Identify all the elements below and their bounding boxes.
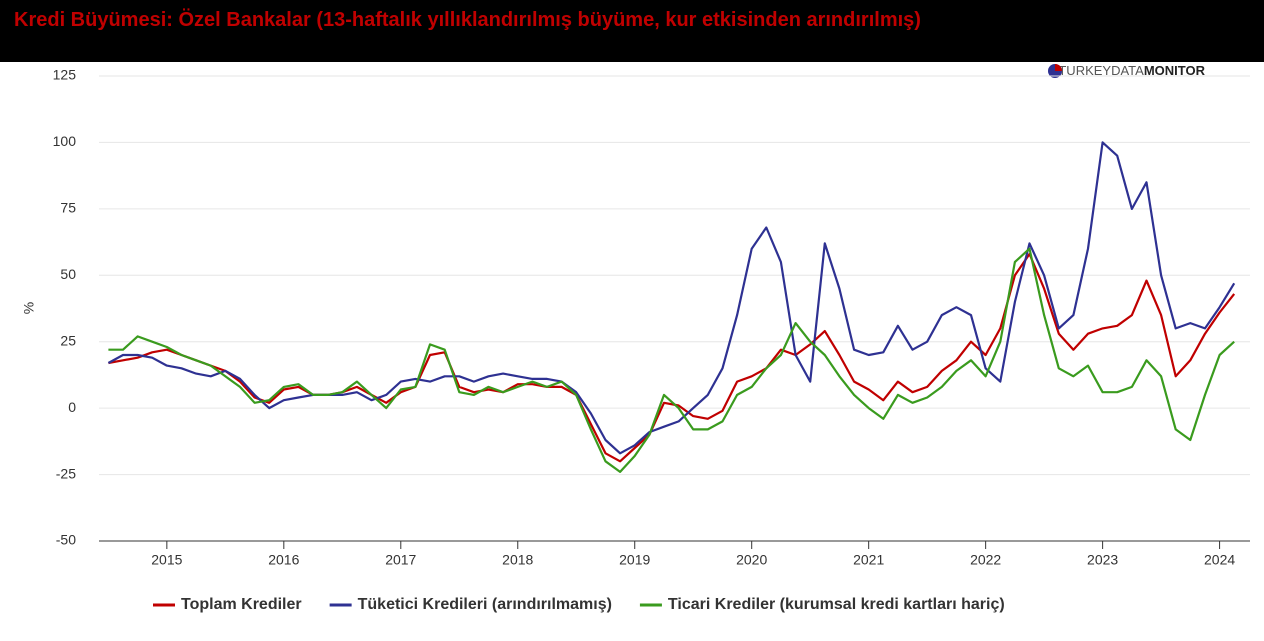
y-tick-label: 0 (68, 399, 76, 415)
x-tick-label: 2019 (619, 552, 650, 568)
y-tick-label: 50 (60, 266, 76, 282)
y-tick-label: -25 (56, 465, 76, 481)
series-line (108, 247, 1235, 473)
series-line (108, 252, 1236, 463)
logo: TURKEYDATAMONITOR (1058, 63, 1205, 78)
legend-label: Toplam Krediler (181, 596, 302, 613)
chart-title: Kredi Büyümesi: Özel Bankalar (13-haftal… (14, 9, 921, 31)
x-tick-label: 2015 (151, 552, 182, 568)
y-tick-label: 25 (60, 332, 76, 348)
y-tick-label: 100 (53, 133, 77, 149)
series-line (107, 141, 1236, 455)
x-tick-label: 2021 (853, 552, 884, 568)
logo-bold: MONITOR (1144, 63, 1206, 78)
header (0, 0, 1264, 62)
x-tick-label: 2024 (1204, 552, 1235, 568)
x-tick-label: 2023 (1087, 552, 1118, 568)
legend-label: Ticari Krediler (kurumsal kredi kartları… (668, 596, 1005, 613)
x-tick-label: 2022 (970, 552, 1001, 568)
y-tick-label: 125 (53, 67, 77, 83)
logo-light: TURKEYDATA (1058, 63, 1144, 78)
legend-label: Tüketici Kredileri (arındırılmamış) (358, 596, 612, 613)
y-tick-label: 75 (60, 200, 76, 216)
y-axis-label: % (21, 302, 37, 314)
x-tick-label: 2020 (736, 552, 767, 568)
x-tick-label: 2016 (268, 552, 299, 568)
x-tick-label: 2018 (502, 552, 533, 568)
x-tick-label: 2017 (385, 552, 416, 568)
y-tick-label: -50 (56, 532, 76, 548)
logo-icon-part (1055, 64, 1062, 71)
